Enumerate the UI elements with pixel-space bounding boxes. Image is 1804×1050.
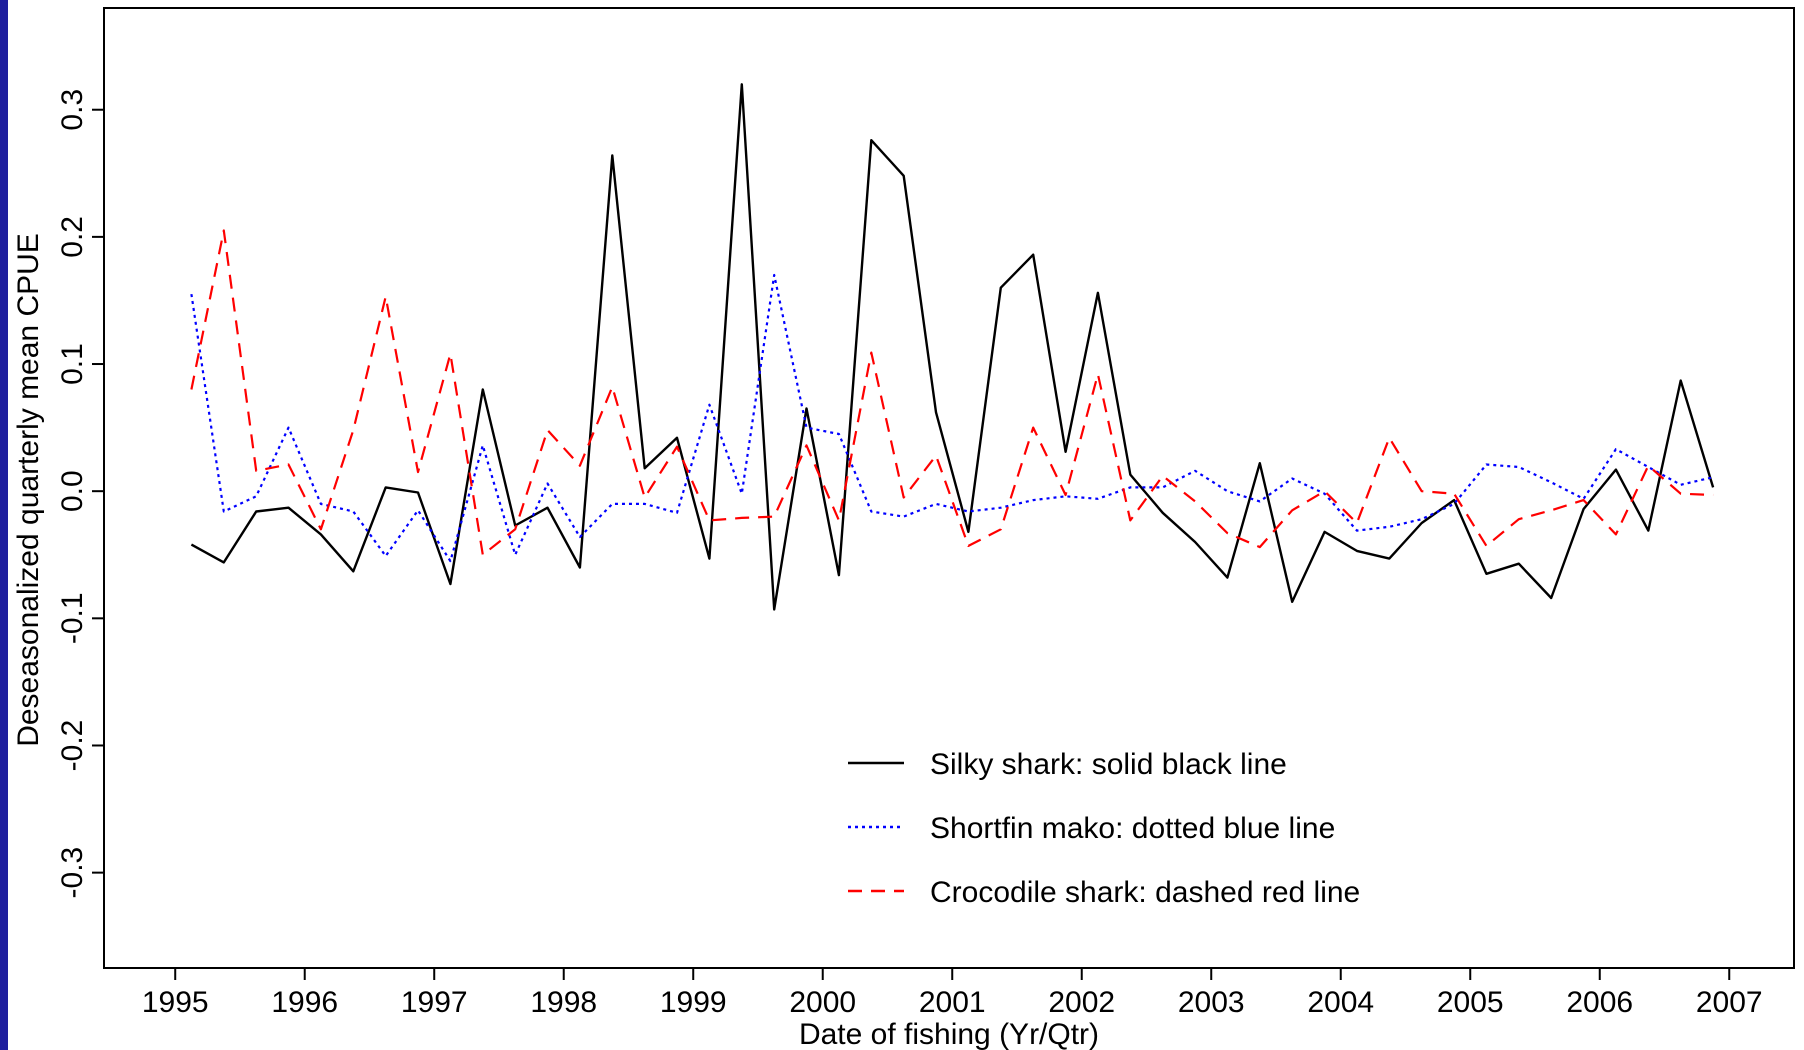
series-line-silky (190, 83, 1715, 611)
legend-item-mako: Shortfin mako: dotted blue line (848, 812, 1335, 845)
legend-label-silky: Silky shark: solid black line (930, 748, 1287, 781)
legend: Silky shark: solid black line Shortfin ma… (848, 748, 1360, 909)
x-tick-label: 2001 (919, 986, 986, 1019)
x-tick-label: 2007 (1696, 986, 1763, 1019)
x-tick-label: 2005 (1437, 986, 1504, 1019)
x-axis-title: Date of fishing (Yr/Qtr) (799, 1018, 1099, 1050)
x-tick-label: 1995 (142, 986, 209, 1019)
y-axis: -0.3 -0.2 -0.1 0.0 0.1 0.2 0.3 (56, 89, 104, 899)
x-tick-label: 1998 (530, 986, 597, 1019)
x-tick-label: 2006 (1566, 986, 1633, 1019)
legend-label-mako: Shortfin mako: dotted blue line (930, 812, 1335, 845)
x-tick-label: 2000 (789, 986, 856, 1019)
x-tick-label: 2002 (1048, 986, 1115, 1019)
series-line-croc (190, 229, 1714, 556)
x-tick-label: 2004 (1307, 986, 1374, 1019)
series-layer (190, 83, 1715, 611)
y-tick-label: 0.2 (56, 216, 89, 258)
y-tick-label: -0.3 (56, 847, 89, 899)
plot-frame (103, 7, 1795, 969)
y-tick-label: 0.3 (56, 89, 89, 131)
legend-label-croc: Crocodile shark: dashed red line (930, 876, 1360, 909)
x-axis: 1995 1996 1997 1998 1999 2000 2001 2002 2003 2004… (142, 968, 1763, 1019)
y-tick-label: -0.1 (56, 592, 89, 644)
x-tick-label: 1996 (271, 986, 338, 1019)
x-tick-label: 2003 (1178, 986, 1245, 1019)
y-tick-label: 0.1 (56, 343, 89, 385)
x-tick-label: 1997 (401, 986, 468, 1019)
legend-item-croc: Crocodile shark: dashed red line (848, 876, 1360, 909)
y-tick-label: 0.0 (56, 470, 89, 512)
legend-item-silky: Silky shark: solid black line (848, 748, 1287, 781)
x-tick-label: 1999 (660, 986, 727, 1019)
y-tick-label: -0.2 (56, 720, 89, 772)
series-line-mako (190, 273, 1714, 563)
left-color-band (0, 0, 8, 1050)
y-axis-title: Deseasonalized quarterly mean CPUE (12, 233, 45, 747)
